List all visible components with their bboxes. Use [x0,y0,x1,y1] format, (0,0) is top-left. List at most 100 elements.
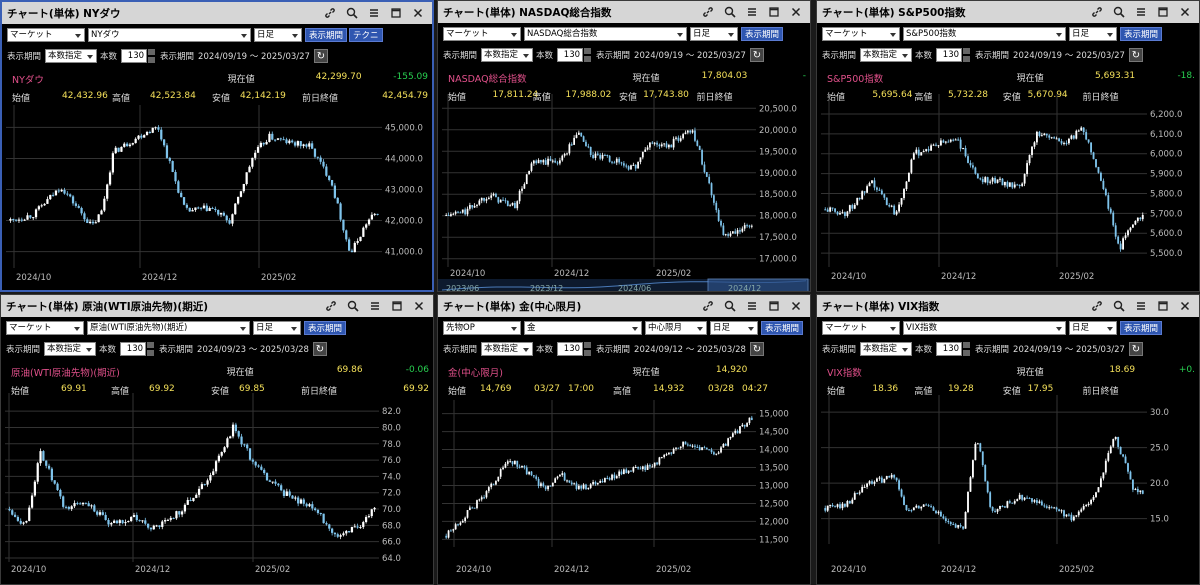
count-stepper[interactable] [963,342,971,356]
close-icon[interactable] [411,298,427,314]
show-period-button[interactable]: 表示期間 [1120,27,1163,41]
search-icon[interactable] [722,4,738,20]
contract-select[interactable]: 中心限月 [645,321,707,335]
show-period-button[interactable]: 表示期間 [741,27,784,41]
stepper-up-icon[interactable] [963,342,971,348]
show-period-button[interactable]: 表示期間 [305,28,348,42]
count-input[interactable]: 130 [936,342,963,356]
stepper-up-icon[interactable] [147,342,155,348]
search-icon[interactable] [1111,298,1127,314]
stepper-down-icon[interactable] [147,350,155,356]
show-period-button[interactable]: 表示期間 [761,321,804,335]
close-icon[interactable] [410,5,426,21]
count-stepper[interactable] [584,342,592,356]
refresh-icon[interactable]: ↻ [313,49,328,63]
menu-icon[interactable] [366,5,382,21]
technical-button[interactable]: テクニ [349,28,383,42]
market-select[interactable]: マーケット [6,321,84,335]
symbol-select[interactable]: S&P500指数 [903,27,1066,41]
search-icon[interactable] [1111,4,1127,20]
symbol-select[interactable]: 金 [524,321,642,335]
stepper-down-icon[interactable] [963,350,971,356]
link-icon[interactable] [1089,298,1105,314]
count-spec-select[interactable]: 本数指定 [860,342,913,356]
stepper-down-icon[interactable] [584,350,592,356]
count-stepper[interactable] [148,49,156,63]
count-spec-select[interactable]: 本数指定 [45,49,98,63]
candlestick-chart[interactable]: 30.0 25.0 20.0 15.0 2024/10 2024/12 2025/02 [817,295,1200,585]
link-icon[interactable] [323,298,339,314]
stepper-up-icon[interactable] [963,48,971,54]
market-select[interactable]: 先物OP [443,321,521,335]
close-icon[interactable] [1177,4,1193,20]
refresh-icon[interactable]: ↻ [749,48,764,62]
market-select[interactable]: マーケット [443,27,521,41]
panel-titlebar[interactable]: チャート(単体) VIX指数 [817,295,1199,317]
count-spec-select[interactable]: 本数指定 [481,48,534,62]
stepper-up-icon[interactable] [584,342,592,348]
show-period-button[interactable]: 表示期間 [1120,321,1163,335]
stepper-down-icon[interactable] [148,57,156,63]
count-stepper[interactable] [147,342,155,356]
maximize-icon[interactable] [388,5,404,21]
count-spec-select[interactable]: 本数指定 [44,342,97,356]
stepper-up-icon[interactable] [148,49,156,55]
maximize-icon[interactable] [766,298,782,314]
show-period-button[interactable]: 表示期間 [304,321,347,335]
timeframe-select[interactable]: 日足 [1069,321,1117,335]
close-icon[interactable] [788,298,804,314]
candlestick-chart[interactable]: 82.0 80.0 78.0 76.0 74.0 72.0 70.0 68.0 66.0 64.0… [1,295,434,585]
link-icon[interactable] [322,5,338,21]
timeframe-select[interactable]: 日足 [253,321,301,335]
symbol-select[interactable]: VIX指数 [903,321,1066,335]
count-input[interactable]: 130 [936,48,963,62]
maximize-icon[interactable] [1155,298,1171,314]
candlestick-chart[interactable]: 45,000.0 44,000.0 43,000.0 42,000.0 41,000.0… [2,2,434,292]
link-icon[interactable] [1089,4,1105,20]
count-input[interactable]: 130 [120,342,147,356]
panel-titlebar[interactable]: チャート(単体) 金(中心限月) [438,295,810,317]
count-input[interactable]: 130 [557,48,584,62]
menu-icon[interactable] [744,4,760,20]
close-icon[interactable] [788,4,804,20]
search-icon[interactable] [345,298,361,314]
panel-titlebar[interactable]: チャート(単体) 原油(WTI原油先物)(期近) [1,295,433,317]
search-icon[interactable] [722,298,738,314]
maximize-icon[interactable] [766,4,782,20]
menu-icon[interactable] [1133,4,1149,20]
timeframe-select[interactable]: 日足 [254,28,302,42]
candlestick-chart[interactable]: 6,200.0 6,100.0 6,000.0 5,900.0 5,800.0 5,700… [817,1,1200,292]
symbol-select[interactable]: NYダウ [88,28,251,42]
panel-titlebar[interactable]: チャート(単体) S&P500指数 [817,1,1199,23]
overview-range-selector[interactable] [707,278,809,292]
menu-icon[interactable] [1133,298,1149,314]
count-stepper[interactable] [963,48,971,62]
refresh-icon[interactable]: ↻ [312,342,327,356]
symbol-select[interactable]: 原油(WTI原油先物)(期近) [87,321,250,335]
count-spec-select[interactable]: 本数指定 [481,342,534,356]
stepper-down-icon[interactable] [584,56,592,62]
menu-icon[interactable] [367,298,383,314]
menu-icon[interactable] [744,298,760,314]
timeframe-select[interactable]: 日足 [1069,27,1117,41]
count-stepper[interactable] [584,48,592,62]
refresh-icon[interactable]: ↻ [1128,48,1143,62]
candlestick-chart[interactable]: 20,500.0 20,000.0 19,500.0 19,000.0 18,500.0… [438,1,811,292]
stepper-down-icon[interactable] [963,56,971,62]
link-icon[interactable] [700,4,716,20]
refresh-icon[interactable]: ↻ [1128,342,1143,356]
timeframe-select[interactable]: 日足 [710,321,758,335]
panel-titlebar[interactable]: チャート(単体) NASDAQ総合指数 [438,1,810,23]
search-icon[interactable] [344,5,360,21]
maximize-icon[interactable] [1155,4,1171,20]
market-select[interactable]: マーケット [822,27,900,41]
candlestick-chart[interactable]: 15,000 14,500 14,000 13,500 13,000 12,500 12,0… [438,295,811,585]
panel-titlebar[interactable]: チャート(単体) NYダウ [2,2,432,24]
refresh-icon[interactable]: ↻ [749,342,764,356]
symbol-select[interactable]: NASDAQ総合指数 [524,27,687,41]
close-icon[interactable] [1177,298,1193,314]
count-spec-select[interactable]: 本数指定 [860,48,913,62]
market-select[interactable]: マーケット [822,321,900,335]
count-input[interactable]: 130 [121,49,148,63]
stepper-up-icon[interactable] [584,48,592,54]
